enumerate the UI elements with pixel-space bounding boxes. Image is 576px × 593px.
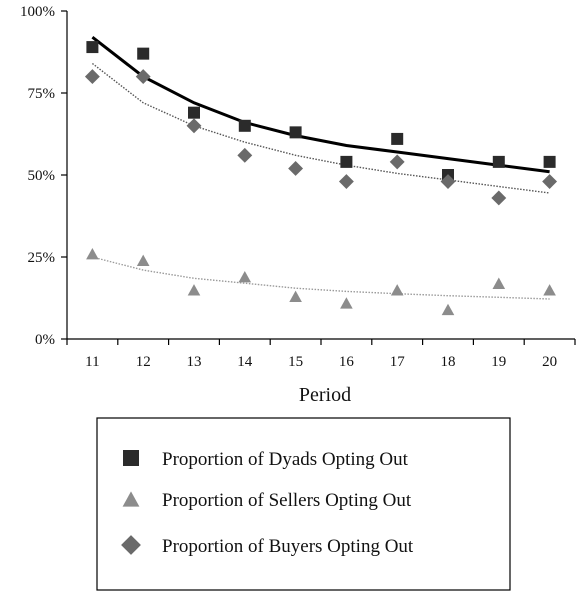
legend-triangle-marker: [122, 491, 140, 507]
legend-label-series-0: Proportion of Dyads Opting Out: [162, 449, 409, 470]
trendline-series-1: [92, 256, 550, 300]
triangle-point-series-1: [187, 284, 201, 296]
x-tick-label: 14: [237, 354, 253, 370]
square-point-series-0: [137, 47, 150, 60]
square-point-series-0: [238, 119, 251, 132]
x-tick-label: 15: [288, 354, 303, 370]
diamond-point-series-2: [491, 190, 507, 206]
x-tick-label: 17: [390, 354, 406, 370]
x-tick-label: 11: [85, 354, 99, 370]
trendline-series-0: [91, 36, 550, 174]
triangle-point-series-1: [136, 254, 150, 266]
x-tick-label: 16: [339, 354, 355, 370]
square-point-series-0: [188, 106, 200, 119]
triangle-point-series-1: [340, 297, 353, 309]
x-tick-label: 19: [491, 354, 506, 370]
legend-label-series-1: Proportion of Sellers Opting Out: [162, 490, 412, 511]
diamond-point-series-2: [440, 174, 456, 189]
triangle-point-series-1: [289, 290, 302, 303]
triangle-point-series-1: [543, 284, 556, 296]
x-tick-label: 18: [441, 354, 456, 370]
diamond-point-series-2: [237, 147, 253, 163]
diamond-point-series-2: [389, 154, 405, 170]
diamond-point-series-2: [186, 118, 202, 134]
square-point-series-0: [340, 155, 353, 168]
triangle-point-series-1: [238, 270, 252, 283]
legend-box: [96, 417, 511, 591]
diamond-point-series-2: [338, 174, 354, 189]
x-tick-label: 20: [542, 354, 557, 370]
square-point-series-0: [86, 41, 99, 54]
x-axis-title: Period: [299, 384, 351, 406]
triangle-point-series-1: [390, 284, 404, 296]
diamond-point-series-2: [84, 69, 100, 85]
x-tick-label: 12: [136, 354, 151, 370]
y-tick-label: 50%: [28, 168, 56, 184]
x-tick-label: 13: [187, 354, 202, 370]
legend-label-series-2: Proportion of Buyers Opting Out: [162, 536, 414, 557]
chart-axes: 0% 25% 50% 75% 100% 11 12 13 14 15 16 17 18 19 20: [20, 4, 576, 370]
triangle-point-series-1: [86, 248, 99, 260]
square-point-series-0: [492, 155, 505, 168]
legend-diamond-marker: [121, 535, 141, 555]
diamond-point-series-2: [135, 69, 151, 85]
square-point-series-0: [391, 132, 404, 145]
y-tick-label: 75%: [28, 86, 56, 102]
trendline-series-2: [91, 62, 550, 194]
legend-square-marker: [123, 450, 139, 466]
triangle-point-series-1: [492, 277, 506, 289]
chart-trendlines: [91, 36, 550, 300]
y-tick-label: 25%: [28, 250, 56, 266]
square-point-series-0: [543, 155, 556, 168]
chart-legend: Proportion of Dyads Opting Out Proportion…: [96, 417, 511, 591]
square-point-series-0: [289, 126, 302, 139]
chart-marks: [84, 41, 558, 316]
triangle-point-series-1: [441, 303, 455, 316]
diamond-point-series-2: [542, 174, 558, 189]
y-tick-label: 0%: [35, 332, 55, 348]
y-tick-label: 100%: [20, 4, 55, 20]
diamond-point-series-2: [288, 161, 304, 176]
